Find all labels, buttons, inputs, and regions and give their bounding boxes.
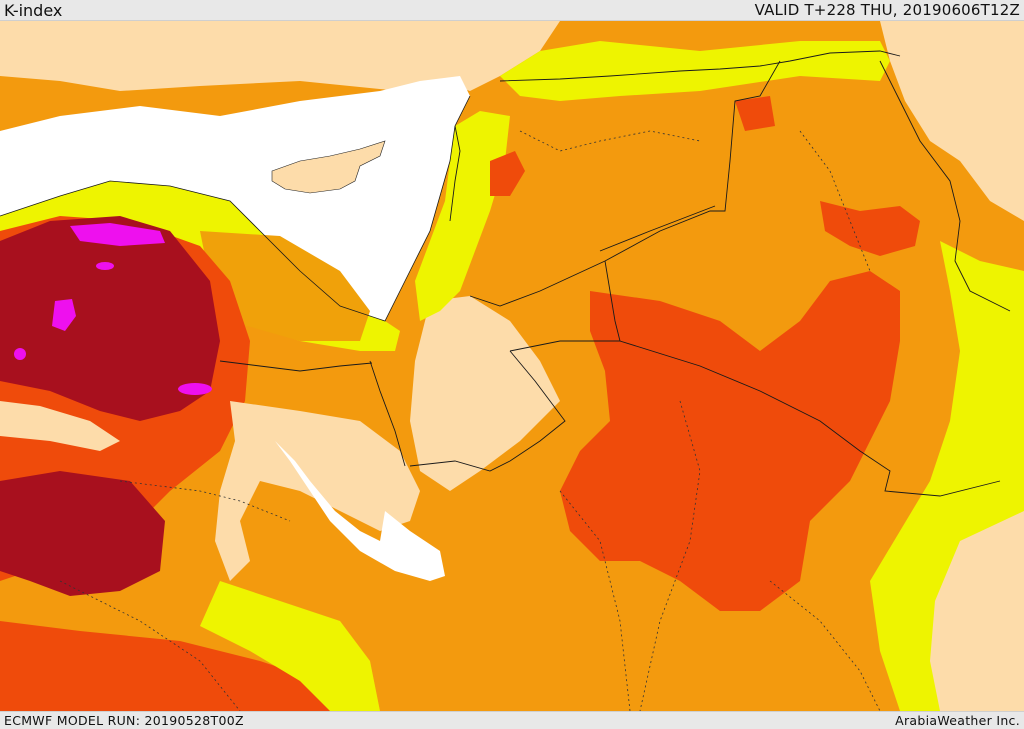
low-k-region-northeast (880, 21, 1024, 221)
cyprus-island (271, 140, 386, 194)
yellow-band-south (200, 581, 380, 711)
high-k-band-south (0, 621, 380, 711)
coastline (0, 95, 471, 322)
extreme-k-spot-3 (96, 262, 114, 270)
very-high-k-region-west (0, 216, 220, 421)
header-bar: K-index VALID T+228 THU, 20190606T12Z (0, 0, 1024, 21)
country-borders (219, 50, 1011, 497)
high-k-spot-north (735, 96, 775, 131)
mediterranean-sea (0, 76, 470, 321)
yellow-band-north (500, 41, 890, 101)
low-k-strip-west (0, 401, 120, 451)
extreme-k-spot-5 (178, 383, 212, 395)
low-k-region-levant (410, 296, 560, 491)
red-sea (275, 441, 445, 581)
extreme-k-spot-1 (70, 223, 165, 246)
valid-time: VALID T+228 THU, 20190606T12Z (754, 1, 1020, 19)
minor-boundaries-dotted (59, 130, 881, 711)
low-k-region-gulf (930, 511, 1024, 711)
very-high-k-region-southwest (0, 471, 165, 596)
k-index-map (0, 21, 1024, 711)
footer-bar: ECMWF MODEL RUN: 20190528T00Z ArabiaWeat… (0, 711, 1024, 729)
map-canvas (0, 21, 1024, 711)
yellow-band-levant (415, 111, 510, 321)
high-k-spot-syria (490, 151, 525, 196)
map-title: K-index (4, 1, 63, 20)
high-k-region-central (560, 271, 900, 611)
high-k-spot-iraq (820, 201, 920, 256)
extreme-k-spot-4 (14, 348, 26, 360)
extreme-k-spot-2 (52, 299, 76, 331)
egypt-orange-region (200, 231, 370, 341)
model-run-label: ECMWF MODEL RUN: 20190528T00Z (4, 713, 244, 728)
credit-label: ArabiaWeather Inc. (895, 713, 1020, 728)
low-k-region-north (0, 21, 560, 91)
